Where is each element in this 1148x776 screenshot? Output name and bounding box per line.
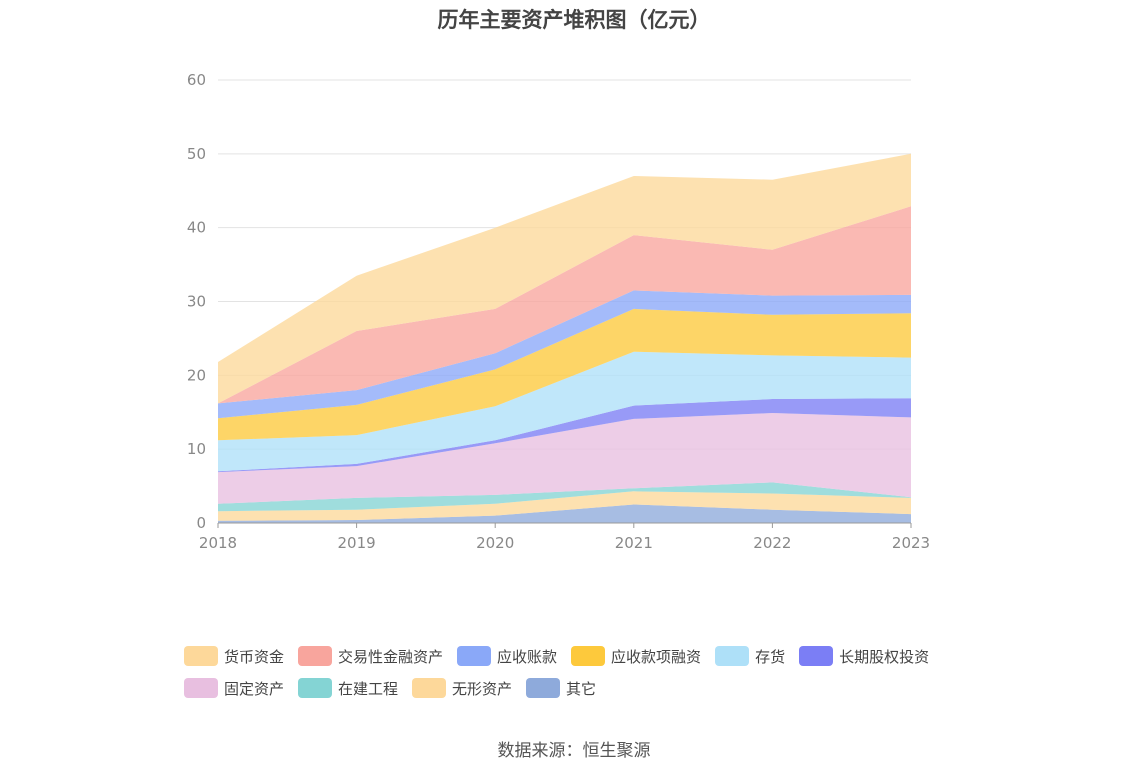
area-无形资产 (218, 491, 911, 521)
legend-label: 交易性金融资产 (338, 647, 444, 666)
legend-item[interactable]: 应收款项融资 (571, 646, 701, 667)
legend-item[interactable]: 应收账款 (457, 646, 557, 667)
legend-row: 固定资产 在建工程 无形资产 其它 (184, 672, 1004, 704)
y-tick-label: 0 (196, 514, 206, 532)
area-长期股权投资 (218, 398, 911, 473)
legend-swatch (412, 678, 447, 698)
legend-label: 固定资产 (224, 679, 285, 698)
y-tick-label: 30 (187, 293, 206, 311)
area-应收账款 (218, 290, 911, 419)
legend-swatch (457, 646, 492, 666)
legend-label: 货币资金 (224, 647, 285, 666)
legend-item[interactable]: 交易性金融资产 (298, 646, 443, 667)
x-tick-label: 2021 (615, 534, 653, 552)
stacked-area-chart: 0 10 20 30 40 50 60 2018 2019 2020 2021 2022 2023 (187, 71, 930, 552)
legend-swatch (799, 646, 834, 666)
y-tick-label: 20 (187, 366, 206, 384)
legend-swatch (526, 678, 561, 698)
x-tick-label: 2022 (753, 534, 791, 552)
legend-swatch (298, 678, 333, 698)
y-tick-label: 50 (187, 145, 206, 163)
area-固定资产 (218, 413, 911, 504)
legend-label: 应收账款 (497, 647, 558, 666)
area-货币资金 (218, 153, 911, 404)
legend-item[interactable]: 存货 (715, 646, 785, 667)
legend-swatch (184, 678, 218, 698)
legend-item[interactable]: 固定资产 (184, 678, 284, 699)
area-应收款项融资 (218, 308, 911, 441)
area-其它 (218, 504, 911, 523)
legend-label: 应收款项融资 (611, 647, 702, 666)
x-tick-label: 2019 (338, 534, 376, 552)
legend-label: 其它 (566, 679, 597, 698)
legend-label: 无形资产 (452, 679, 513, 698)
y-tick-label: 10 (187, 440, 206, 458)
legend-item[interactable]: 无形资产 (412, 678, 512, 699)
legend-swatch (715, 646, 750, 666)
legend-item[interactable]: 长期股权投资 (799, 646, 929, 667)
area-series (218, 153, 911, 523)
legend-item[interactable]: 在建工程 (298, 678, 398, 699)
legend-row: 货币资金 交易性金融资产 应收账款 应收款项融资 存货 长期股权投资 (184, 640, 1004, 672)
x-tick-label: 2020 (476, 534, 514, 552)
x-tick-label: 2018 (199, 534, 237, 552)
axes: 0 10 20 30 40 50 60 2018 2019 2020 2021 2022 2023 (187, 71, 930, 552)
legend-label: 存货 (755, 647, 786, 666)
y-tick-label: 40 (187, 219, 206, 237)
area-在建工程 (218, 482, 911, 512)
legend-item[interactable]: 其它 (526, 678, 596, 699)
legend-swatch (571, 646, 606, 666)
area-交易性金融资产 (218, 206, 911, 404)
legend-label: 在建工程 (338, 679, 399, 698)
legend-swatch (298, 646, 333, 666)
legend-label: 长期股权投资 (839, 647, 930, 666)
legend-swatch (184, 646, 218, 666)
legend-item[interactable]: 货币资金 (184, 646, 284, 667)
legend: 货币资金 交易性金融资产 应收账款 应收款项融资 存货 长期股权投资 固定资产 在建工程 无形… (184, 640, 1004, 704)
chart-title: 历年主要资产堆积图（亿元） (437, 8, 711, 32)
x-tick-label: 2023 (892, 534, 930, 552)
source-note: 数据来源：恒生聚源 (497, 741, 651, 761)
y-tick-label: 60 (187, 71, 206, 89)
area-存货 (218, 351, 911, 472)
